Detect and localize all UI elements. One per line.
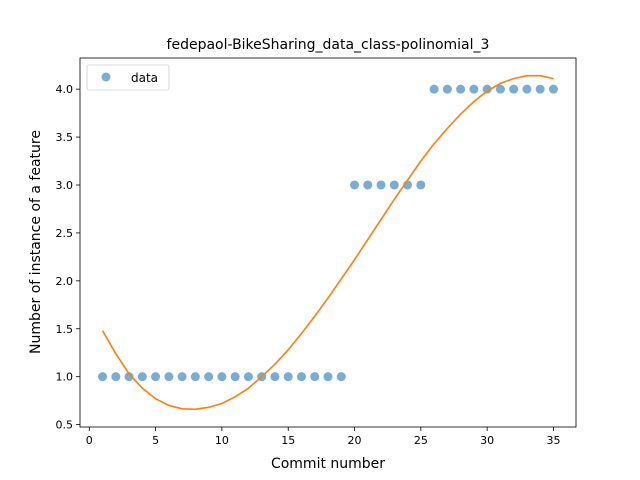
legend-marker-data	[101, 72, 111, 82]
x-tick-label: 30	[480, 434, 494, 447]
data-point	[230, 372, 240, 382]
data-point	[151, 372, 161, 382]
y-tick-label: 0.5	[56, 419, 74, 432]
data-point	[548, 84, 558, 94]
data-point	[296, 372, 306, 382]
data-point	[204, 372, 214, 382]
y-tick-label: 1.5	[56, 323, 74, 336]
fit-line	[101, 74, 554, 411]
data-point	[350, 180, 360, 190]
x-tick-label: 0	[86, 434, 93, 447]
data-point	[217, 372, 227, 382]
data-point	[509, 84, 519, 94]
x-tick-label: 20	[348, 434, 362, 447]
data-point	[336, 372, 346, 382]
y-tick-label: 2.5	[56, 227, 74, 240]
data-point	[124, 372, 134, 382]
legend-label-data: data	[131, 71, 158, 85]
data-point	[243, 372, 253, 382]
y-tick-label: 2.0	[56, 275, 74, 288]
plot-marks	[98, 74, 558, 411]
x-axis-label: Commit number	[271, 456, 385, 472]
x-tick-label: 25	[414, 434, 428, 447]
data-point	[283, 372, 293, 382]
chart-title: fedepaol-BikeSharing_data_class-polinomi…	[167, 37, 490, 53]
data-point	[177, 372, 187, 382]
y-axis-ticks: 0.5 1.0 1.5 2.0 2.5 3.0 3.5 4.0	[56, 83, 80, 432]
data-point	[137, 372, 147, 382]
x-tick-label: 15	[281, 434, 295, 447]
data-point	[469, 84, 479, 94]
data-point	[363, 180, 373, 190]
data-point	[190, 372, 200, 382]
data-point	[495, 84, 505, 94]
data-point	[429, 84, 439, 94]
data-point	[416, 180, 426, 190]
y-tick-label: 3.0	[56, 179, 74, 192]
legend-frame	[86, 64, 170, 91]
data-point	[376, 180, 386, 190]
x-tick-label: 35	[546, 434, 560, 447]
data-point	[456, 84, 466, 94]
data-point	[522, 84, 532, 94]
data-point	[389, 180, 399, 190]
plot-frame	[79, 57, 577, 428]
y-tick-label: 1.0	[56, 371, 74, 384]
y-tick-label: 3.5	[56, 131, 74, 144]
data-point	[164, 372, 174, 382]
x-axis-ticks: 0 5 10 15 20 25 30 35	[86, 427, 560, 447]
data-point	[98, 372, 108, 382]
data-point	[270, 372, 280, 382]
y-tick-label: 4.0	[56, 83, 74, 96]
legend: data	[86, 64, 170, 91]
data-point	[442, 84, 452, 94]
data-point	[323, 372, 333, 382]
y-axis-label: Number of instance of a feature	[28, 130, 44, 354]
x-tick-label: 5	[152, 434, 159, 447]
data-point	[535, 84, 545, 94]
data-point	[111, 372, 121, 382]
data-point	[482, 84, 492, 94]
x-tick-label: 10	[215, 434, 229, 447]
data-point	[310, 372, 320, 382]
